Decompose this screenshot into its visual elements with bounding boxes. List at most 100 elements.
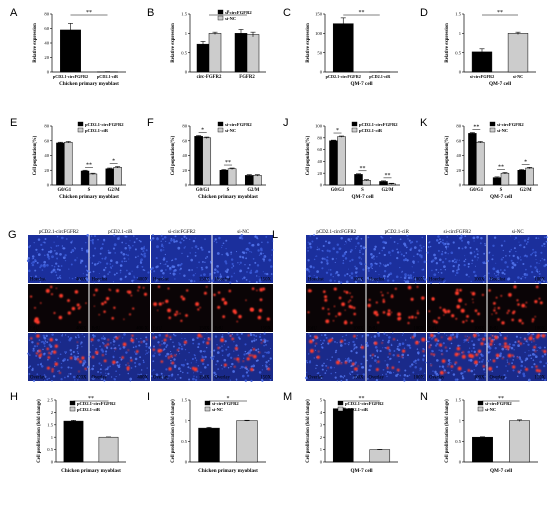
significance-marker: * [336, 128, 339, 134]
y-tick-label: 0 [459, 183, 462, 188]
micrograph-tile: Hoechst 400X [26, 234, 90, 283]
nucleus-dot [188, 279, 190, 281]
nucleus-dot [486, 359, 490, 363]
panel-label: A [10, 7, 18, 19]
nucleus-dot [142, 359, 145, 362]
column-label: pCD2.1-ciR [108, 230, 133, 235]
nucleus-dot [182, 371, 184, 374]
nucleus-dot [60, 366, 63, 369]
nucleus-dot [134, 256, 137, 259]
nucleus-dot [387, 273, 391, 276]
edu-dot [51, 293, 53, 296]
edu-dot [256, 289, 258, 292]
nucleus-dot [350, 365, 353, 368]
nucleus-dot [99, 345, 101, 348]
nucleus-dot [170, 237, 173, 240]
nucleus-dot [390, 254, 392, 256]
nucleus-dot [345, 334, 348, 337]
bar [113, 167, 122, 186]
panel-label: D [420, 7, 428, 19]
y-tick-label: 40 [317, 159, 322, 164]
edu-dot [30, 295, 33, 298]
category-label: si-circFGFR2 [470, 74, 494, 79]
nucleus-dot [155, 281, 157, 283]
nucleus-dot [99, 261, 102, 264]
nucleus-dot [245, 371, 249, 374]
bar [64, 141, 73, 186]
magnification-label: 150X [199, 327, 210, 332]
nucleus-dot [143, 254, 147, 258]
legend-label: si-circFGFR2 [497, 122, 524, 127]
category-label: pCD2.1-circFGFR2 [326, 74, 361, 79]
nucleus-dot [187, 366, 190, 369]
stain-label: Hoechst [153, 278, 169, 283]
nucleus-dot [145, 353, 147, 355]
nucleus-dot [240, 234, 244, 237]
nucleus-dot [255, 275, 258, 277]
nucleus-dot [508, 255, 511, 257]
nucleus-dot [404, 257, 407, 260]
nucleus-dot [26, 259, 30, 263]
nucleus-dot [55, 274, 58, 276]
nucleus-dot [384, 360, 386, 362]
nucleus-dot [79, 262, 82, 264]
edu-dot [182, 297, 186, 301]
nucleus-dot [54, 250, 56, 252]
nucleus-dot [32, 261, 34, 263]
nucleus-dot [505, 255, 507, 257]
edu-dot [174, 313, 177, 317]
nucleus-dot [28, 245, 31, 249]
nucleus-dot [87, 365, 90, 368]
nucleus-dot [519, 256, 522, 258]
edu-dot [407, 322, 410, 325]
nucleus-dot [224, 340, 227, 343]
edu-dot [539, 301, 543, 305]
edu-dot [142, 286, 145, 289]
nucleus-dot [64, 259, 67, 262]
edu-dot [252, 354, 257, 359]
edu-dot [34, 306, 36, 309]
category-label: pCD2.1-circFGFR2 [53, 74, 88, 79]
edu-dot [200, 358, 204, 362]
nucleus-dot [232, 370, 235, 373]
nucleus-dot [44, 340, 47, 342]
edu-dot [51, 370, 54, 373]
nucleus-dot [43, 342, 46, 345]
nucleus-dot [229, 379, 232, 381]
nucleus-dot [538, 270, 541, 272]
nucleus-dot [433, 253, 436, 257]
nucleus-dot [184, 246, 186, 248]
y-tick-label: 1 [459, 31, 462, 36]
nucleus-dot [527, 343, 530, 346]
nucleus-dot [324, 333, 327, 337]
nucleus-dot [468, 243, 470, 245]
edu-dot [441, 359, 446, 363]
nucleus-dot [184, 359, 187, 361]
edu-dot [174, 354, 177, 357]
nucleus-dot [510, 259, 513, 262]
nucleus-dot [245, 368, 249, 371]
edu-dot [138, 286, 141, 289]
nucleus-dot [202, 268, 204, 270]
micrograph-tile: Overlay 400X [27, 332, 90, 382]
nucleus-dot [438, 282, 441, 284]
edu-dot [197, 333, 202, 338]
nucleus-dot [44, 277, 46, 280]
nucleus-dot [62, 256, 66, 260]
legend-label: si-circFGFR2 [225, 10, 252, 15]
stain-label: Hoechst [429, 278, 445, 283]
magnification-label: 150X [260, 376, 271, 381]
nucleus-dot [476, 253, 479, 256]
edu-dot [482, 365, 486, 368]
nucleus-dot [472, 343, 476, 347]
nucleus-dot [350, 350, 353, 353]
y-axis-label: Cell population(%) [445, 135, 450, 175]
nucleus-dot [514, 341, 517, 344]
edu-dot [382, 300, 386, 303]
bar [369, 449, 391, 463]
nucleus-dot [431, 269, 433, 272]
y-tick-label: 80 [44, 124, 49, 129]
edu-dot [377, 360, 380, 363]
edu-dot [203, 291, 207, 295]
